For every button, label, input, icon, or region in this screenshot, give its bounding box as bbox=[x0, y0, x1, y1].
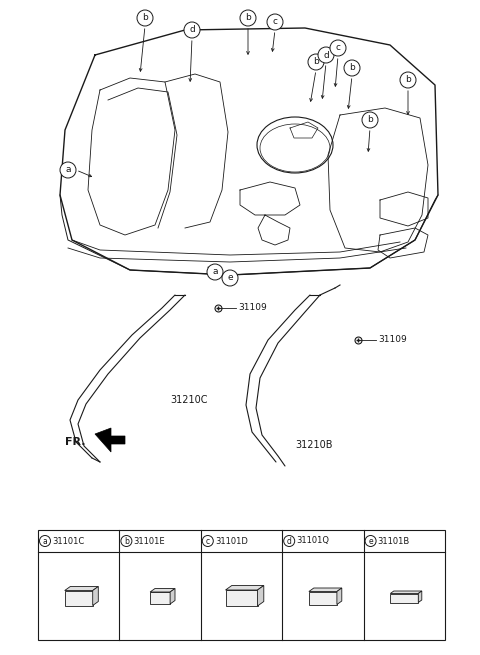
Text: b: b bbox=[142, 14, 148, 22]
Text: d: d bbox=[189, 26, 195, 35]
Text: 31101E: 31101E bbox=[133, 536, 165, 546]
Polygon shape bbox=[95, 428, 125, 452]
Text: 31109: 31109 bbox=[238, 303, 267, 312]
Bar bbox=[38, 530, 445, 640]
Text: 31101B: 31101B bbox=[378, 536, 410, 546]
Circle shape bbox=[137, 10, 153, 26]
Circle shape bbox=[184, 22, 200, 38]
Text: c: c bbox=[206, 536, 210, 546]
Text: 31101D: 31101D bbox=[215, 536, 248, 546]
Text: 31109: 31109 bbox=[378, 335, 407, 345]
Bar bbox=[150, 592, 170, 604]
Polygon shape bbox=[390, 591, 422, 593]
Text: 31101Q: 31101Q bbox=[296, 536, 329, 546]
Text: b: b bbox=[349, 64, 355, 73]
Circle shape bbox=[284, 536, 295, 546]
Polygon shape bbox=[309, 588, 342, 591]
Bar bbox=[390, 593, 418, 603]
Text: d: d bbox=[287, 536, 292, 546]
Text: c: c bbox=[273, 18, 277, 26]
Text: FR.: FR. bbox=[65, 437, 85, 447]
Text: b: b bbox=[124, 536, 129, 546]
Text: 31101C: 31101C bbox=[52, 536, 84, 546]
Text: 31210C: 31210C bbox=[170, 395, 207, 405]
Circle shape bbox=[330, 40, 346, 56]
Circle shape bbox=[240, 10, 256, 26]
Bar bbox=[65, 591, 93, 605]
Polygon shape bbox=[65, 586, 98, 591]
Circle shape bbox=[60, 162, 76, 178]
Text: a: a bbox=[65, 166, 71, 174]
Circle shape bbox=[308, 54, 324, 70]
Polygon shape bbox=[418, 591, 422, 603]
Text: b: b bbox=[405, 75, 411, 84]
Circle shape bbox=[400, 72, 416, 88]
Polygon shape bbox=[337, 588, 342, 605]
Circle shape bbox=[202, 536, 213, 546]
Circle shape bbox=[267, 14, 283, 30]
Text: a: a bbox=[212, 267, 218, 276]
Circle shape bbox=[121, 536, 132, 546]
Polygon shape bbox=[226, 586, 264, 590]
Text: e: e bbox=[368, 536, 373, 546]
Polygon shape bbox=[257, 586, 264, 606]
Circle shape bbox=[207, 264, 223, 280]
Polygon shape bbox=[170, 588, 175, 604]
Bar bbox=[226, 590, 257, 606]
Text: b: b bbox=[313, 58, 319, 67]
Text: 31210B: 31210B bbox=[295, 440, 333, 450]
Circle shape bbox=[365, 536, 376, 546]
Circle shape bbox=[318, 47, 334, 63]
Circle shape bbox=[362, 112, 378, 128]
Text: a: a bbox=[43, 536, 48, 546]
Text: b: b bbox=[245, 14, 251, 22]
Polygon shape bbox=[150, 588, 175, 592]
Bar bbox=[309, 591, 337, 605]
Circle shape bbox=[222, 270, 238, 286]
Circle shape bbox=[39, 536, 50, 546]
Text: c: c bbox=[336, 43, 340, 52]
Polygon shape bbox=[93, 586, 98, 605]
Text: b: b bbox=[367, 115, 373, 124]
Text: d: d bbox=[323, 50, 329, 60]
Circle shape bbox=[344, 60, 360, 76]
Text: e: e bbox=[227, 274, 233, 282]
